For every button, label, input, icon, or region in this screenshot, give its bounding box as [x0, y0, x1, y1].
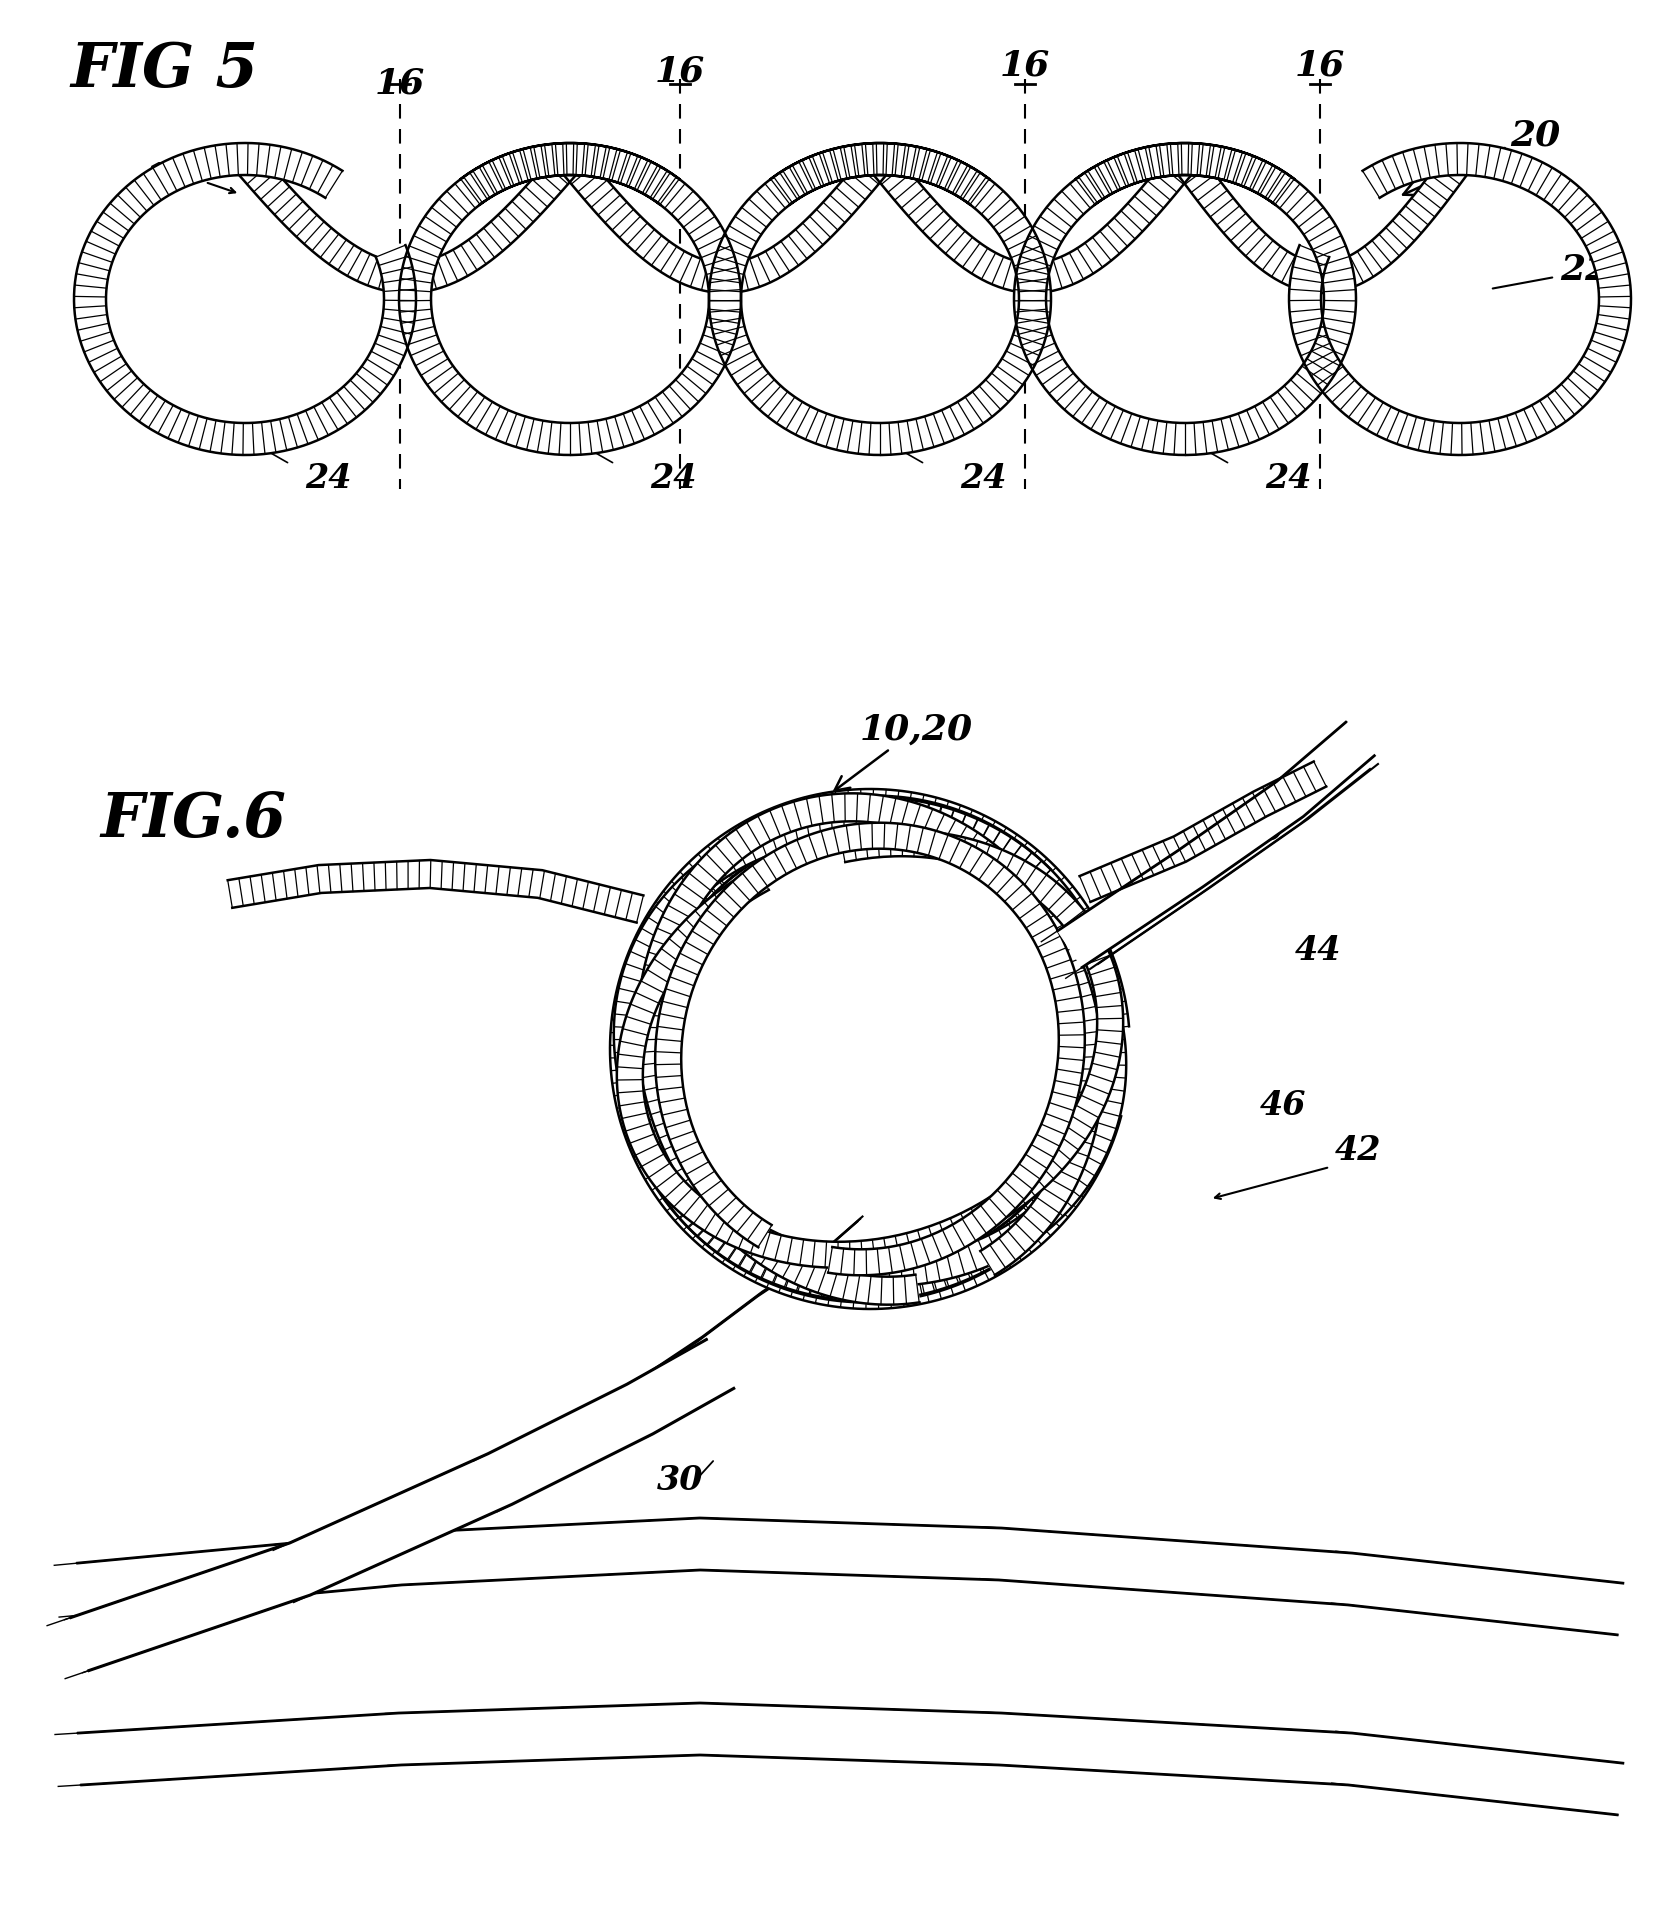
Polygon shape [1080, 763, 1327, 902]
Text: 16: 16 [1295, 48, 1345, 82]
Text: 44: 44 [1295, 934, 1342, 967]
Polygon shape [709, 143, 1050, 456]
Polygon shape [1059, 723, 1373, 967]
Text: 24: 24 [1265, 461, 1312, 494]
Polygon shape [1172, 151, 1472, 294]
Polygon shape [610, 789, 1129, 1310]
Polygon shape [1290, 143, 1631, 456]
Polygon shape [399, 143, 740, 456]
Polygon shape [636, 793, 1102, 1304]
Polygon shape [79, 1703, 1623, 1815]
Polygon shape [77, 1518, 1623, 1634]
Polygon shape [70, 1341, 734, 1671]
Text: 24: 24 [650, 461, 697, 494]
Polygon shape [618, 797, 1122, 1302]
Text: FIG 5: FIG 5 [70, 40, 258, 99]
Text: 16: 16 [375, 67, 425, 99]
Text: 30: 30 [657, 1463, 704, 1497]
Polygon shape [1013, 143, 1357, 456]
Polygon shape [868, 151, 1196, 294]
Polygon shape [228, 860, 643, 923]
Polygon shape [655, 824, 1085, 1276]
Text: 40: 40 [1111, 812, 1285, 898]
Text: 16: 16 [144, 160, 194, 195]
Text: 16: 16 [655, 53, 705, 88]
Text: 46: 46 [1260, 1089, 1306, 1121]
Text: 42: 42 [1335, 1133, 1382, 1167]
Text: FIG.6: FIG.6 [100, 789, 286, 849]
Polygon shape [616, 831, 1124, 1268]
Text: 24: 24 [960, 461, 1007, 494]
Text: 10,20: 10,20 [834, 713, 973, 791]
Polygon shape [235, 151, 581, 294]
Text: 20: 20 [1404, 118, 1559, 196]
Text: 22: 22 [1559, 254, 1610, 286]
Polygon shape [616, 797, 1124, 1301]
Polygon shape [74, 143, 415, 456]
Text: 24: 24 [305, 461, 352, 494]
Text: 16: 16 [1000, 48, 1050, 82]
Polygon shape [558, 151, 891, 294]
Polygon shape [613, 812, 1126, 1287]
